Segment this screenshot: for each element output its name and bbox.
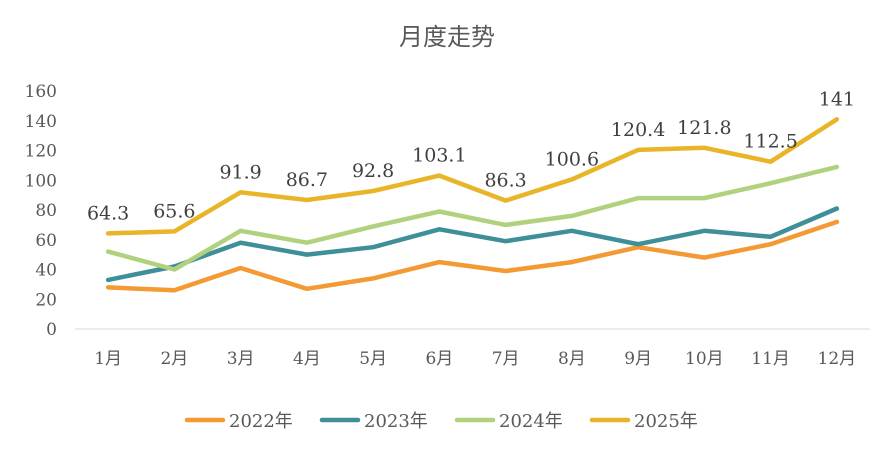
legend-label: 2025年 [634, 411, 698, 432]
y-tick-label: 40 [35, 261, 57, 281]
y-tick-label: 60 [35, 231, 57, 251]
y-tick-label: 20 [35, 290, 57, 310]
y-tick-label: 160 [25, 82, 57, 102]
data-label: 86.7 [286, 169, 328, 191]
legend-label: 2023年 [364, 411, 428, 432]
x-tick-label: 11月 [751, 349, 790, 369]
x-tick-label: 4月 [293, 349, 321, 369]
series-line-2023年 [105, 206, 840, 283]
x-tick-label: 8月 [558, 349, 586, 369]
y-tick-label: 120 [25, 142, 57, 162]
data-label: 103.1 [412, 145, 466, 167]
series-line-2025年 [105, 117, 840, 236]
y-tick-label: 100 [25, 171, 57, 191]
x-tick-label: 10月 [685, 349, 724, 369]
legend-label: 2022年 [229, 411, 293, 432]
data-label: 120.4 [611, 119, 665, 141]
data-labels: 64.3 65.6 91.9 86.7 92.8 103.1 86.3 100.6 120.4 1… [87, 88, 855, 224]
x-tick-label: 6月 [425, 349, 453, 369]
y-axis: 0 20 40 60 80 100 120 140 160 [25, 82, 57, 340]
chart-title: 月度走势 [399, 23, 495, 51]
legend-label: 2024年 [499, 411, 563, 432]
x-tick-label: 7月 [492, 349, 520, 369]
x-tick-label: 5月 [359, 349, 387, 369]
series-line-2024年 [105, 164, 840, 272]
data-label: 91.9 [219, 161, 261, 183]
data-label: 100.6 [545, 148, 599, 170]
data-label: 92.8 [352, 160, 394, 182]
x-tick-label: 2月 [160, 349, 188, 369]
y-tick-label: 80 [35, 201, 57, 221]
data-label: 141 [819, 88, 855, 110]
data-label: 64.3 [87, 202, 129, 224]
series-lines [105, 117, 840, 293]
x-axis: 1月 2月 3月 4月 5月 6月 7月 8月 9月 10月 11月 12月 [94, 349, 856, 369]
x-tick-label: 3月 [227, 349, 255, 369]
x-tick-label: 1月 [94, 349, 122, 369]
series-line-2022年 [105, 219, 840, 293]
y-tick-label: 0 [46, 320, 57, 340]
x-tick-label: 12月 [818, 349, 857, 369]
legend: 2022年 2023年 2024年 2025年 [184, 411, 698, 432]
data-label: 65.6 [153, 200, 195, 222]
data-label: 86.3 [484, 170, 526, 192]
data-label: 112.5 [743, 131, 797, 153]
data-label: 121.8 [677, 117, 731, 139]
y-tick-label: 140 [25, 112, 57, 132]
x-tick-label: 9月 [624, 349, 652, 369]
